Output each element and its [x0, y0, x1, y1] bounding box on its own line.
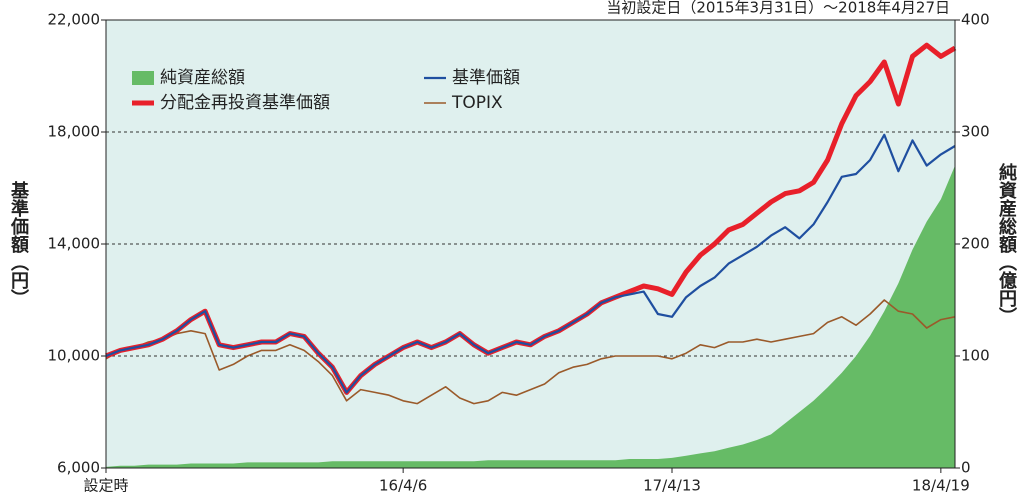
y2-tick-label: 400: [961, 11, 990, 29]
legend-label: 基準価額: [452, 68, 520, 88]
x-tick-label: 16/4/6: [379, 477, 427, 495]
x-tick-label: 設定時: [83, 477, 128, 495]
legend-label: 分配金再投資基準価額: [160, 93, 330, 113]
y-tick-label: 10,000: [48, 347, 101, 365]
y2-tick-label: 100: [961, 347, 990, 365]
y2-tick-label: 200: [961, 235, 990, 253]
y2-tick-label: 300: [961, 123, 990, 141]
y-tick-label: 22,000: [48, 11, 101, 29]
area: [106, 165, 955, 468]
y-axis-label: 基準価額（円）: [8, 180, 30, 307]
legend-swatch: [132, 71, 154, 85]
y-tick-label: 18,000: [48, 123, 101, 141]
y2-tick-label: 0: [961, 459, 971, 477]
x-tick-label: 17/4/13: [643, 477, 701, 495]
annotation: 当初設定日（2015年3月31日）～2018年4月27日: [606, 0, 950, 17]
plot-background: [106, 20, 955, 468]
y-tick-label: 14,000: [48, 235, 101, 253]
line: [105, 133, 956, 394]
x-tick-label: 18/4/19: [912, 477, 970, 495]
y-tick-label: 6,000: [57, 459, 100, 477]
plot-frame: [105, 19, 956, 469]
legend-label: TOPIX: [451, 93, 503, 113]
legend-label: 純資産総額: [160, 68, 245, 88]
line: [105, 299, 956, 405]
y2-axis-label: 純資産総額（億円）: [996, 162, 1018, 325]
